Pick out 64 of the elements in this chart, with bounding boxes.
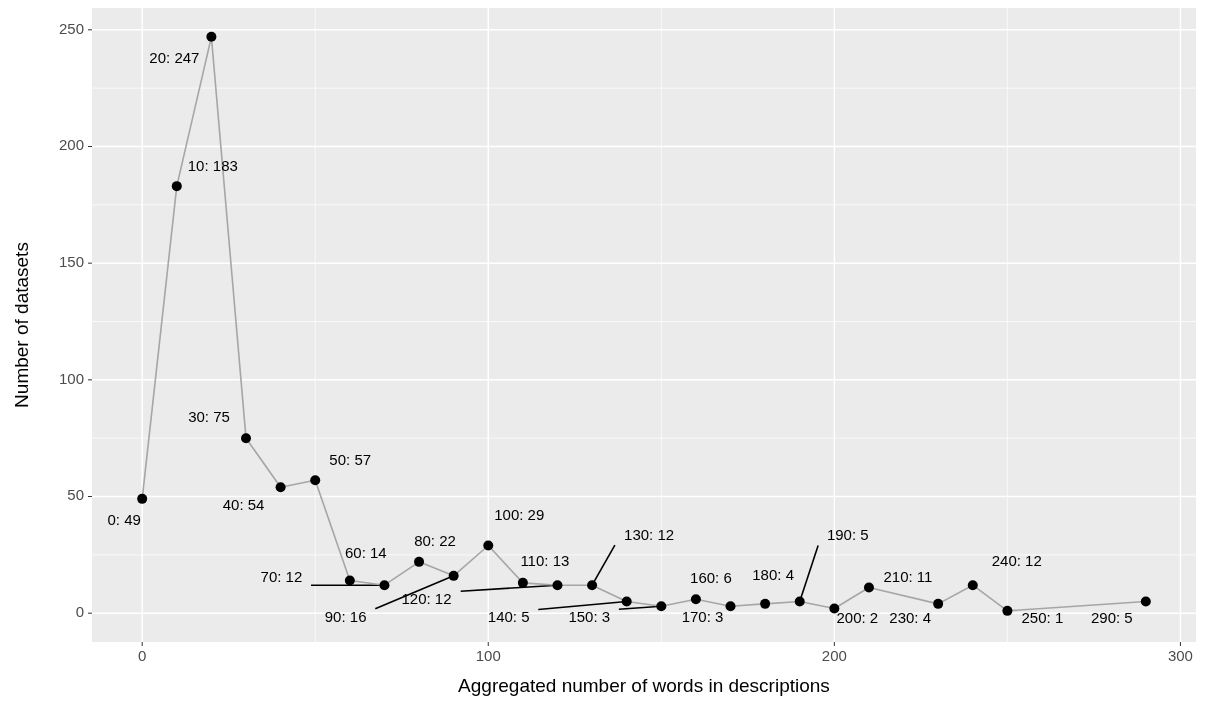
point bbox=[621, 596, 632, 607]
point bbox=[448, 570, 459, 581]
point bbox=[414, 556, 425, 567]
point bbox=[552, 580, 563, 591]
y-axis-title: Number of datasets bbox=[11, 242, 32, 408]
data-label: 60: 14 bbox=[344, 544, 387, 562]
point bbox=[517, 577, 528, 588]
y-tick-label: 100 bbox=[58, 369, 84, 387]
point bbox=[206, 31, 217, 42]
data-label: 40: 54 bbox=[222, 496, 265, 514]
data-label: 210: 11 bbox=[883, 568, 933, 586]
data-label: 150: 3 bbox=[568, 608, 611, 626]
point bbox=[933, 598, 944, 609]
data-label: 250: 1 bbox=[1021, 608, 1064, 626]
point bbox=[690, 594, 701, 605]
data-label: 290: 5 bbox=[1090, 609, 1133, 627]
data-label: 10: 183 bbox=[187, 157, 238, 175]
data-label: 0: 49 bbox=[107, 510, 141, 528]
y-tick-label: 150 bbox=[58, 253, 84, 271]
data-label: 180: 4 bbox=[752, 565, 794, 583]
point bbox=[344, 575, 355, 586]
data-label: 200: 2 bbox=[836, 609, 879, 627]
data-label: 120: 12 bbox=[401, 590, 452, 608]
point bbox=[829, 603, 840, 614]
y-tick-label: 250 bbox=[58, 19, 84, 37]
x-axis-title: Aggregated number of words in descriptions bbox=[458, 675, 830, 696]
point bbox=[137, 493, 148, 504]
point bbox=[794, 596, 805, 607]
data-label: 240: 12 bbox=[991, 552, 1042, 570]
y-tick-label: 200 bbox=[58, 136, 84, 154]
data-label: 50: 57 bbox=[329, 451, 372, 469]
data-label: 140: 5 bbox=[487, 608, 530, 626]
point bbox=[863, 582, 874, 593]
data-label: 190: 5 bbox=[826, 526, 869, 544]
data-label: 230: 4 bbox=[889, 608, 932, 626]
y-tick-label: 0 bbox=[75, 603, 84, 621]
point bbox=[760, 598, 771, 609]
data-label: 20: 247 bbox=[149, 48, 200, 66]
point bbox=[967, 580, 978, 591]
point bbox=[483, 540, 494, 551]
point bbox=[275, 482, 286, 493]
x-tick-label: 200 bbox=[821, 647, 847, 664]
data-label: 130: 12 bbox=[624, 526, 675, 544]
data-label: 160: 6 bbox=[690, 569, 732, 587]
data-label: 100: 29 bbox=[494, 506, 545, 524]
data-label: 90: 16 bbox=[324, 607, 367, 625]
data-label: 170: 3 bbox=[681, 608, 724, 626]
data-label: 110: 13 bbox=[520, 551, 570, 569]
x-tick-label: 300 bbox=[1167, 647, 1193, 664]
point bbox=[171, 181, 182, 192]
point bbox=[587, 580, 598, 591]
point bbox=[1140, 596, 1151, 607]
data-label: 70: 12 bbox=[260, 568, 303, 586]
data-label: 80: 22 bbox=[414, 531, 456, 549]
point bbox=[725, 601, 736, 612]
point bbox=[310, 475, 321, 486]
x-tick-label: 0 bbox=[138, 647, 147, 664]
point bbox=[241, 433, 252, 444]
point bbox=[656, 601, 667, 612]
point bbox=[379, 580, 390, 591]
data-label: 30: 75 bbox=[188, 408, 230, 426]
x-tick-label: 100 bbox=[475, 647, 501, 664]
y-tick-label: 50 bbox=[67, 486, 84, 504]
point bbox=[1002, 605, 1013, 616]
